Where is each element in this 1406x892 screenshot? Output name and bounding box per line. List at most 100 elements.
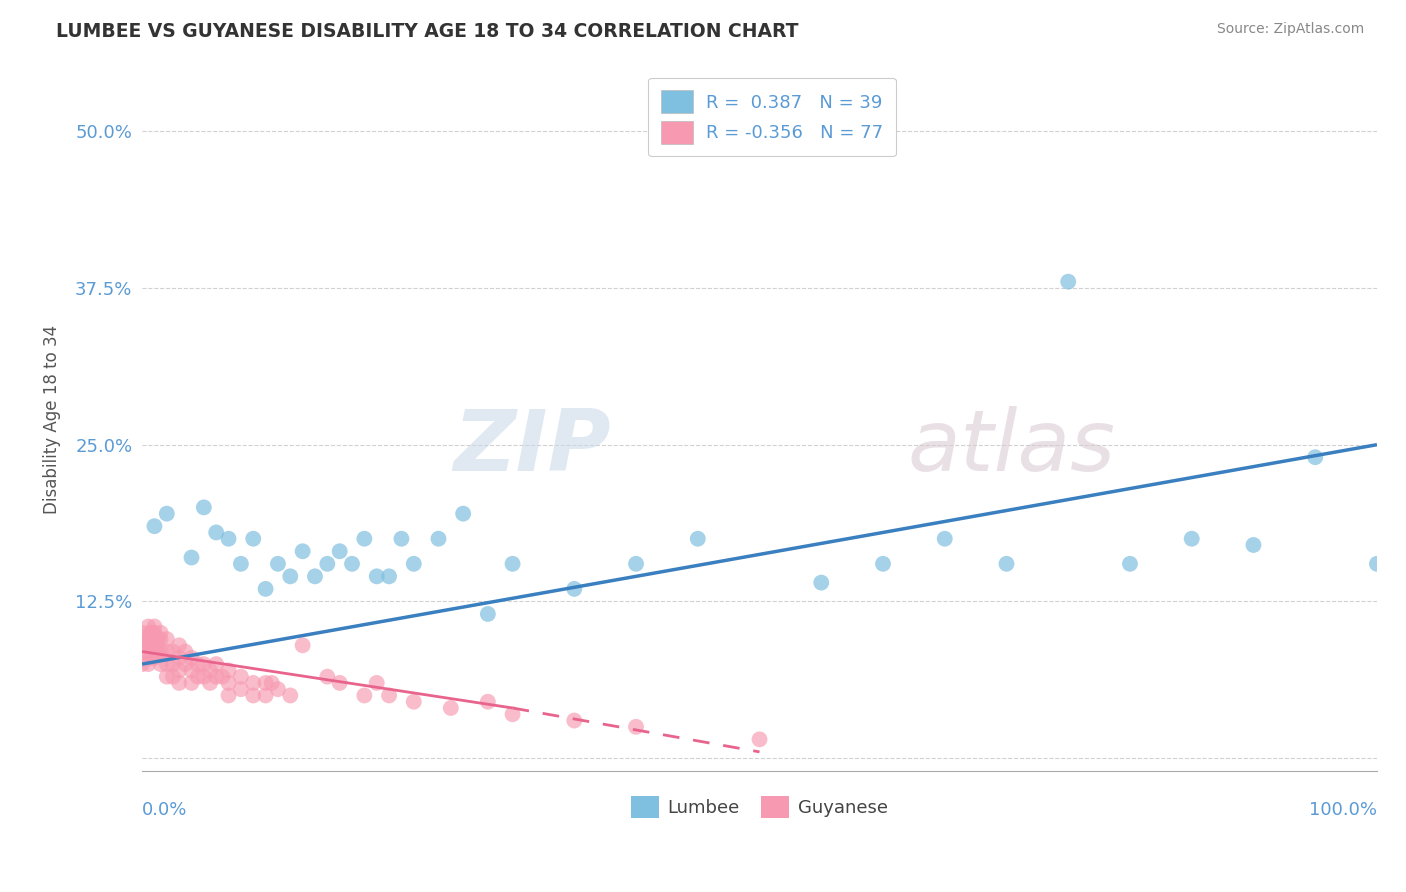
- Point: [267, 682, 290, 697]
- Point: [143, 638, 166, 652]
- Point: [136, 657, 159, 672]
- Point: [1119, 557, 1142, 571]
- Point: [193, 500, 215, 515]
- Point: [229, 670, 252, 684]
- Point: [378, 689, 401, 703]
- Point: [254, 676, 277, 690]
- Point: [143, 650, 166, 665]
- Point: [304, 569, 326, 583]
- Point: [934, 532, 956, 546]
- Point: [162, 644, 184, 658]
- Point: [146, 644, 169, 658]
- Point: [136, 619, 159, 633]
- Point: [146, 644, 169, 658]
- Point: [1057, 275, 1080, 289]
- Point: [146, 632, 169, 646]
- Point: [353, 689, 375, 703]
- Point: [136, 632, 159, 646]
- Point: [562, 582, 585, 596]
- Point: [141, 638, 163, 652]
- Point: [174, 657, 197, 672]
- Point: [502, 557, 524, 571]
- Point: [180, 676, 202, 690]
- Point: [624, 557, 647, 571]
- Point: [686, 532, 709, 546]
- Point: [139, 625, 162, 640]
- Point: [872, 557, 894, 571]
- Point: [810, 575, 832, 590]
- Point: [156, 670, 179, 684]
- Point: [242, 689, 264, 703]
- Point: [316, 670, 339, 684]
- Point: [366, 569, 388, 583]
- Point: [278, 569, 301, 583]
- Point: [1303, 450, 1326, 465]
- Point: [748, 732, 770, 747]
- Point: [624, 720, 647, 734]
- Point: [402, 557, 425, 571]
- Point: [136, 644, 159, 658]
- Point: [278, 689, 301, 703]
- Point: [440, 701, 463, 715]
- Point: [291, 544, 314, 558]
- Text: Source: ZipAtlas.com: Source: ZipAtlas.com: [1216, 22, 1364, 37]
- Point: [205, 670, 228, 684]
- Point: [131, 625, 153, 640]
- Point: [218, 532, 240, 546]
- Point: [143, 632, 166, 646]
- Point: [205, 657, 228, 672]
- Point: [149, 657, 172, 672]
- Point: [378, 569, 401, 583]
- Point: [139, 638, 162, 652]
- Point: [748, 124, 770, 138]
- Point: [1365, 557, 1388, 571]
- Legend: Lumbee, Guyanese: Lumbee, Guyanese: [624, 789, 894, 825]
- Point: [340, 557, 363, 571]
- Point: [143, 519, 166, 533]
- Point: [242, 676, 264, 690]
- Point: [451, 507, 474, 521]
- Point: [139, 650, 162, 665]
- Point: [167, 664, 190, 678]
- Point: [995, 557, 1018, 571]
- Text: 100.0%: 100.0%: [1309, 801, 1376, 819]
- Point: [562, 714, 585, 728]
- Point: [131, 632, 153, 646]
- Point: [254, 689, 277, 703]
- Point: [143, 625, 166, 640]
- Point: [167, 638, 190, 652]
- Point: [205, 525, 228, 540]
- Point: [242, 532, 264, 546]
- Point: [149, 632, 172, 646]
- Point: [174, 644, 197, 658]
- Point: [187, 657, 209, 672]
- Point: [167, 676, 190, 690]
- Point: [260, 676, 283, 690]
- Point: [353, 532, 375, 546]
- Point: [229, 682, 252, 697]
- Point: [229, 557, 252, 571]
- Point: [180, 664, 202, 678]
- Point: [167, 650, 190, 665]
- Point: [218, 664, 240, 678]
- Point: [1243, 538, 1265, 552]
- Point: [141, 625, 163, 640]
- Point: [218, 676, 240, 690]
- Point: [143, 619, 166, 633]
- Point: [146, 632, 169, 646]
- Text: atlas: atlas: [908, 406, 1116, 489]
- Point: [180, 550, 202, 565]
- Text: LUMBEE VS GUYANESE DISABILITY AGE 18 TO 34 CORRELATION CHART: LUMBEE VS GUYANESE DISABILITY AGE 18 TO …: [56, 22, 799, 41]
- Point: [391, 532, 413, 546]
- Y-axis label: Disability Age 18 to 34: Disability Age 18 to 34: [44, 325, 60, 514]
- Point: [254, 582, 277, 596]
- Point: [218, 689, 240, 703]
- Point: [477, 695, 499, 709]
- Point: [502, 707, 524, 722]
- Point: [366, 676, 388, 690]
- Point: [187, 670, 209, 684]
- Text: 0.0%: 0.0%: [142, 801, 187, 819]
- Point: [329, 676, 352, 690]
- Point: [198, 676, 221, 690]
- Point: [291, 638, 314, 652]
